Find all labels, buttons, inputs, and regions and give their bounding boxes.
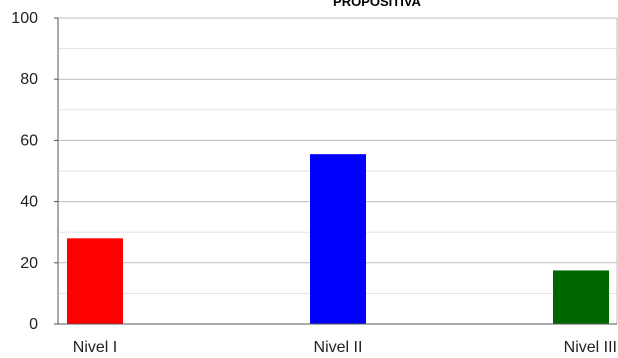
x-tick-label: Nivel I	[73, 339, 117, 356]
bars	[67, 154, 609, 324]
bar-nivel-ii	[310, 154, 366, 324]
x-tick-label: Nivel II	[314, 339, 363, 356]
bar-nivel-iii	[553, 270, 609, 324]
axes	[54, 17, 617, 325]
y-tick-label: 80	[20, 71, 38, 88]
chart-title: PROPOSITIVA	[333, 0, 421, 9]
y-tick-label: 0	[29, 316, 38, 333]
y-tick-label: 100	[11, 10, 38, 27]
y-axis-tick-labels: 0 20 40 60 80 100	[11, 10, 38, 333]
y-tick-label: 40	[20, 194, 38, 211]
y-tick-label: 60	[20, 132, 38, 149]
y-tick-label: 20	[20, 255, 38, 272]
x-tick-label: Nivel III	[564, 339, 617, 356]
x-axis-tick-labels: Nivel I Nivel II Nivel III	[73, 339, 617, 356]
bar-nivel-i	[67, 238, 123, 324]
